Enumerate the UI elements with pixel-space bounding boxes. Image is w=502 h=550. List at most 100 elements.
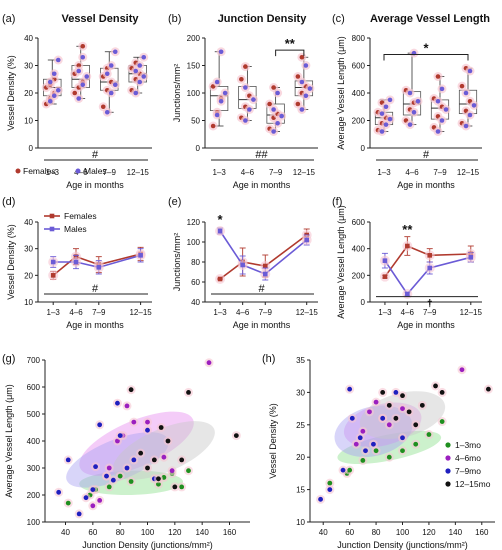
y-tick-label-e: 120 bbox=[187, 218, 201, 227]
data-point-g bbox=[65, 457, 71, 463]
data-point-male-a bbox=[108, 63, 114, 68]
x-axis-label-c: Age in months bbox=[397, 180, 455, 190]
data-point-male-c bbox=[467, 112, 473, 118]
y-tick-label-b: 50 bbox=[191, 117, 200, 126]
data-point-male-a bbox=[80, 82, 86, 88]
data-point-g bbox=[179, 457, 185, 463]
y-axis-label-g: Average Vessel Length (μm) bbox=[4, 384, 14, 498]
data-point-male-a bbox=[76, 68, 82, 74]
data-point-d bbox=[73, 259, 79, 265]
data-point-g bbox=[128, 387, 134, 393]
significance-hash-c: # bbox=[423, 149, 430, 161]
panel-label-d: (d) bbox=[2, 196, 15, 208]
data-point-male-a bbox=[137, 79, 143, 85]
data-point-g bbox=[83, 495, 89, 501]
y-tick-label-d: 40 bbox=[24, 218, 33, 227]
legend-marker-h-1 bbox=[445, 455, 451, 461]
x-axis-label-a: Age in months bbox=[66, 180, 124, 190]
x-tick-label-h: 160 bbox=[475, 528, 489, 537]
x-tick-label-b: 4–6 bbox=[241, 168, 255, 177]
data-point-male-a bbox=[133, 68, 139, 74]
data-point-h bbox=[413, 441, 419, 447]
y-tick-label-b: 0 bbox=[196, 144, 201, 153]
y-axis-label-d: Vessel Density (%) bbox=[6, 224, 16, 300]
x-axis-label-d: Age in months bbox=[66, 320, 124, 330]
data-point-g bbox=[117, 473, 123, 479]
x-tick-label-g: 120 bbox=[168, 528, 182, 537]
data-point-g bbox=[90, 503, 96, 509]
data-point-e bbox=[262, 271, 268, 277]
data-point-male-c bbox=[463, 90, 469, 96]
x-axis-label-b: Age in months bbox=[233, 180, 291, 190]
data-point-male-b bbox=[303, 93, 309, 99]
legend-label-h-2: 7–9mo bbox=[455, 466, 481, 476]
data-point-male-c bbox=[387, 97, 393, 103]
series-line-f-0 bbox=[384, 245, 471, 278]
data-point-h bbox=[380, 390, 386, 395]
x-tick-label-d: 7–9 bbox=[92, 308, 106, 317]
data-point-male-a bbox=[80, 54, 86, 60]
x-axis-label-h: Junction Density (junctions/mm²) bbox=[337, 540, 468, 550]
x-tick-label-c: 4–6 bbox=[405, 168, 419, 177]
data-point-h bbox=[426, 432, 432, 437]
panel-title-b: Junction Density bbox=[218, 13, 308, 25]
data-point-male-b bbox=[275, 90, 280, 96]
data-point-male-c bbox=[411, 109, 417, 115]
data-point-h bbox=[386, 422, 392, 428]
data-point-female-c bbox=[459, 83, 465, 89]
significance-hash-a: # bbox=[92, 149, 99, 161]
panel-label-h: (h) bbox=[262, 353, 275, 365]
data-point-male-b bbox=[214, 79, 220, 85]
data-point-h bbox=[327, 487, 333, 492]
y-tick-label-b: 100 bbox=[187, 89, 201, 98]
data-point-male-a bbox=[141, 74, 147, 79]
significance-hash-b: ## bbox=[255, 149, 268, 161]
y-tick-label-f: 200 bbox=[352, 271, 366, 280]
legend-label-h-0: 1–3mo bbox=[455, 440, 481, 450]
data-point-h bbox=[393, 390, 399, 395]
x-tick-label-f: 4–6 bbox=[401, 308, 415, 317]
x-tick-label-a: 7–9 bbox=[103, 168, 117, 177]
data-point-g bbox=[233, 433, 239, 438]
data-point-male-a bbox=[51, 71, 57, 77]
data-point-male-c bbox=[415, 98, 421, 104]
significance-stars-c: * bbox=[423, 41, 429, 56]
data-point-h bbox=[347, 467, 353, 473]
x-tick-label-d: 12–15 bbox=[129, 308, 152, 317]
data-point-h bbox=[400, 435, 405, 441]
panel-title-c: Average Vessel Length bbox=[370, 13, 490, 25]
data-point-d bbox=[138, 253, 143, 258]
panel-title-a: Vessel Density bbox=[61, 13, 139, 25]
y-tick-label-f: 400 bbox=[352, 245, 366, 254]
data-point-g bbox=[97, 422, 103, 428]
data-point-h bbox=[367, 409, 372, 415]
data-point-h bbox=[353, 441, 359, 447]
y-tick-label-g: 200 bbox=[27, 491, 41, 500]
confidence-ellipse-h bbox=[337, 430, 442, 465]
x-tick-label-c: 12–15 bbox=[457, 168, 480, 177]
y-tick-label-a: 20 bbox=[24, 89, 33, 98]
data-point-male-a bbox=[55, 87, 61, 93]
data-point-g bbox=[206, 360, 212, 366]
data-point-h bbox=[485, 386, 491, 392]
x-tick-label-e: 4–6 bbox=[236, 308, 250, 317]
data-point-female-a bbox=[72, 90, 78, 96]
data-point-h bbox=[400, 393, 405, 399]
panel-label-f: (f) bbox=[332, 196, 342, 208]
data-point-male-c bbox=[383, 104, 389, 110]
data-point-male-b bbox=[271, 107, 276, 112]
significance-stars-e: * bbox=[218, 212, 224, 227]
y-tick-label-g: 100 bbox=[27, 518, 41, 527]
x-tick-label-h: 120 bbox=[422, 528, 436, 537]
data-point-male-b bbox=[218, 49, 224, 55]
y-tick-label-h: 10 bbox=[296, 518, 305, 527]
y-tick-label-g: 500 bbox=[27, 410, 41, 419]
y-tick-label-d: 20 bbox=[24, 271, 33, 280]
data-point-male-c bbox=[471, 103, 477, 108]
y-tick-label-b: 200 bbox=[187, 34, 201, 43]
data-point-h bbox=[340, 467, 346, 473]
data-point-g bbox=[90, 487, 96, 492]
data-point-g bbox=[106, 484, 112, 490]
x-tick-label-f: 7–9 bbox=[423, 308, 437, 317]
data-point-male-c bbox=[407, 122, 413, 127]
